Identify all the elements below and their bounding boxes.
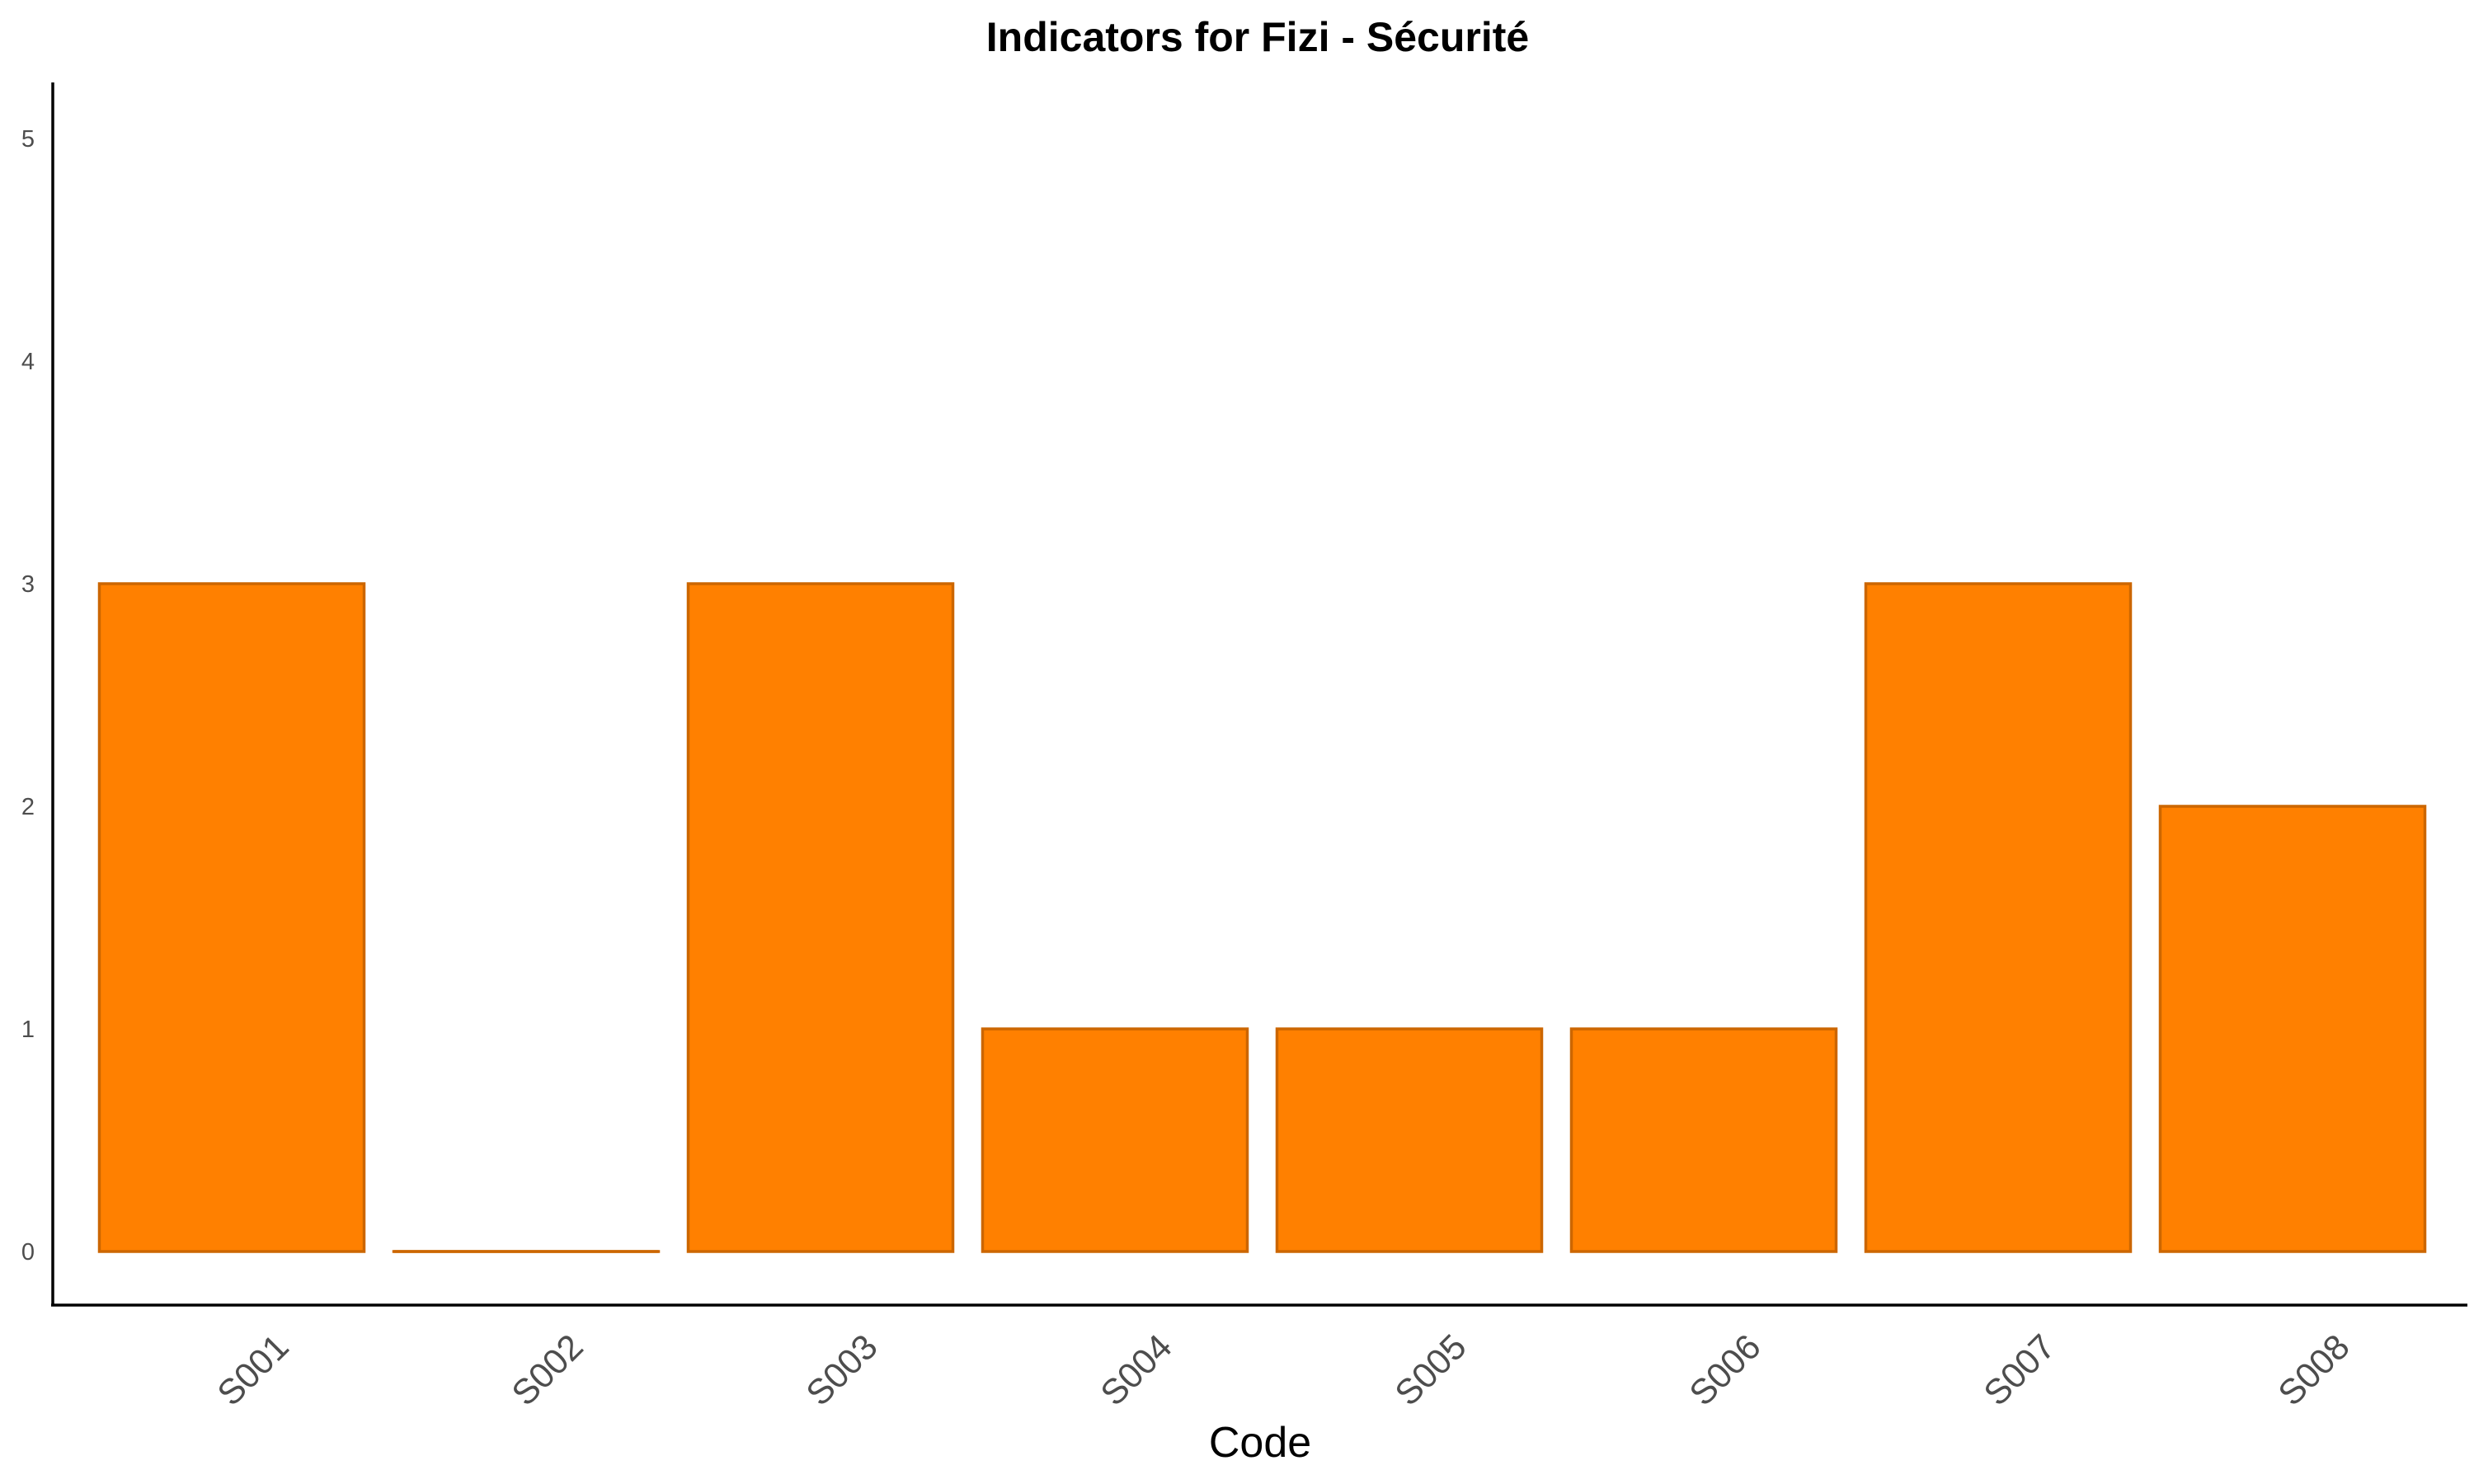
bar-s007 (1864, 582, 2133, 1253)
bar-s004 (981, 1027, 1249, 1253)
y-axis-ticks: 0 1 2 3 4 5 (21, 126, 35, 1266)
y-tick-label: 4 (21, 349, 35, 375)
bar-s008 (2158, 805, 2427, 1253)
x-tick-label-s001: S001 (210, 1327, 297, 1414)
x-axis-title: Code (1209, 1419, 1311, 1467)
y-tick-label: 3 (21, 571, 35, 598)
x-tick-label-s006: S006 (1682, 1327, 1769, 1414)
x-axis-ticks: S001 S002 S003 S004 S005 S006 S007 S008 (210, 1327, 2358, 1414)
x-tick-label-s002: S002 (505, 1327, 591, 1414)
y-tick-label: 1 (21, 1017, 35, 1043)
bars (97, 582, 2427, 1253)
bar-s001 (97, 582, 366, 1253)
x-tick-label-s008: S008 (2271, 1327, 2358, 1414)
x-tick-label-s005: S005 (1388, 1327, 1475, 1414)
y-tick-label: 0 (21, 1239, 35, 1266)
x-tick-label-s003: S003 (799, 1327, 886, 1414)
x-tick-label-s004: S004 (1094, 1327, 1180, 1414)
bar-s003 (686, 582, 955, 1253)
y-tick-label: 2 (21, 794, 35, 820)
y-tick-label: 5 (21, 126, 35, 153)
bar-s005 (1275, 1027, 1544, 1253)
x-tick-label-s007: S007 (1977, 1327, 2063, 1414)
bar-s006 (1569, 1027, 1838, 1253)
chart-title: Indicators for Fizi - Sécurité (986, 14, 1529, 60)
